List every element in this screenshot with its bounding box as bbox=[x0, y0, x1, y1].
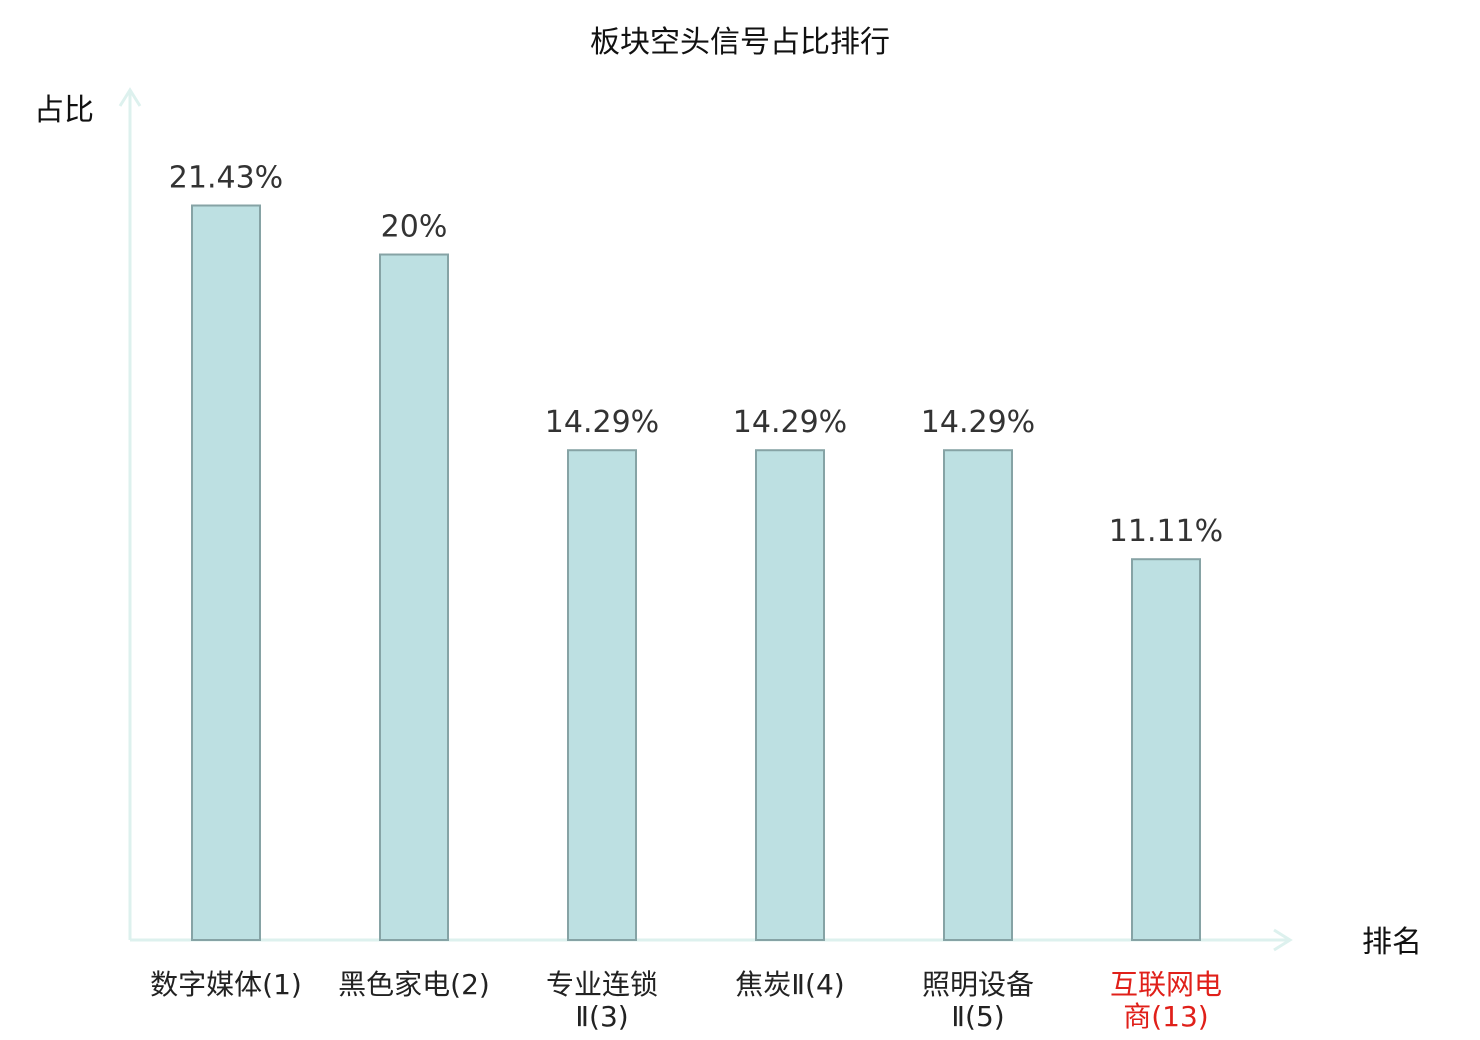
category-label: 黑色家电(2) bbox=[338, 968, 490, 1001]
x-axis-title: 排名 bbox=[1362, 925, 1422, 960]
category-label: 互联网电 bbox=[1110, 968, 1222, 1001]
bar bbox=[379, 253, 449, 942]
bars bbox=[191, 204, 1201, 942]
category-label: 数字媒体(1) bbox=[150, 968, 302, 1001]
bar bbox=[1131, 558, 1201, 941]
bar bbox=[567, 449, 637, 941]
value-labels: 21.43% 20% 14.29% 14.29% 14.29% 11.11% bbox=[169, 161, 1223, 550]
y-axis-title: 占比 bbox=[34, 93, 94, 128]
bar-value-label: 14.29% bbox=[921, 405, 1035, 440]
category-label: 商(13) bbox=[1123, 1000, 1208, 1033]
category-label: 照明设备 bbox=[922, 968, 1034, 1001]
bar bbox=[191, 204, 261, 941]
bar-value-label: 11.11% bbox=[1109, 514, 1223, 549]
axes bbox=[118, 87, 1293, 952]
category-label: 专业连锁 bbox=[546, 968, 658, 1001]
bar-value-label: 14.29% bbox=[733, 405, 847, 440]
bar bbox=[943, 449, 1013, 941]
category-label: Ⅱ(3) bbox=[575, 1000, 628, 1033]
category-label: 焦炭Ⅱ(4) bbox=[735, 968, 844, 1001]
bar-value-label: 14.29% bbox=[545, 405, 659, 440]
chart-title: 板块空头信号占比排行 bbox=[590, 25, 890, 60]
category-label: Ⅱ(5) bbox=[951, 1000, 1004, 1033]
bar bbox=[755, 449, 825, 941]
y-axis-arrow bbox=[118, 87, 142, 107]
bar-value-label: 21.43% bbox=[169, 161, 283, 196]
x-axis-arrow bbox=[1273, 928, 1293, 952]
bar-value-label: 20% bbox=[381, 210, 448, 245]
